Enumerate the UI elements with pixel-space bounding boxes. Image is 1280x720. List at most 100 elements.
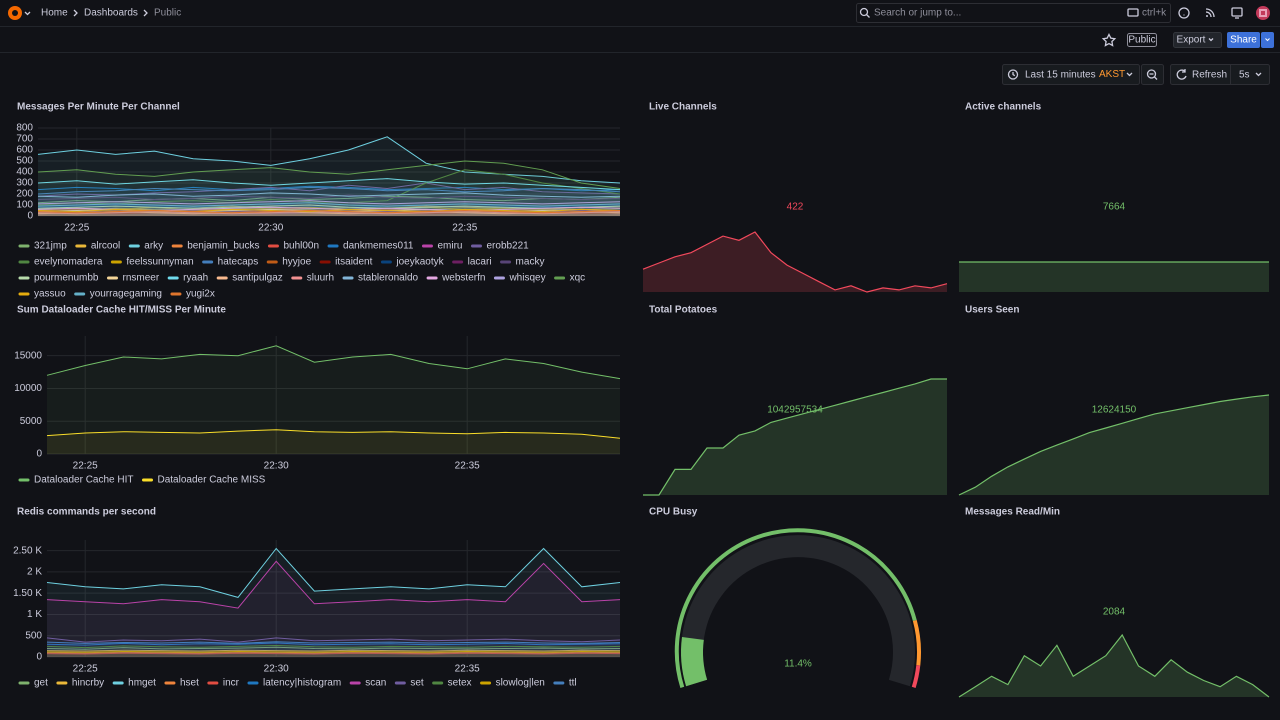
legend-item[interactable]: setex [432, 678, 472, 689]
panel-title: Redis commands per second [17, 507, 156, 518]
breadcrumb[interactable]: Home [41, 8, 68, 19]
legend-item[interactable]: scan [349, 678, 386, 689]
legend-item[interactable]: feelssunnyman [110, 257, 194, 268]
series-area [47, 651, 620, 657]
legend-item[interactable]: 321jmp [18, 241, 67, 252]
legend-item[interactable]: hincrby [56, 678, 104, 689]
legend-label: yugi2x [186, 289, 215, 300]
refresh-button[interactable] [1170, 64, 1270, 85]
legend-item[interactable]: yourragegaming [74, 289, 162, 300]
refresh-interval[interactable]: 5s [1239, 70, 1250, 81]
legend-item[interactable]: lacari [452, 257, 492, 268]
legend-item[interactable]: macky [500, 257, 545, 268]
legend-label: evelynomadera [34, 257, 103, 268]
series-line [46, 560, 621, 609]
series-area [47, 561, 620, 657]
y-tick-label: 2.50 K [13, 545, 42, 556]
legend-item[interactable]: arky [128, 241, 163, 252]
legend-item[interactable]: pourmenumbb [18, 273, 99, 284]
breadcrumb-current: Public [154, 8, 181, 19]
share-button[interactable] [1227, 32, 1274, 48]
legend-item[interactable]: ryaah [167, 273, 208, 284]
series-line [46, 641, 621, 644]
legend-label: whisqey [508, 273, 545, 284]
series-line [37, 202, 621, 207]
time-picker[interactable] [1002, 64, 1140, 85]
legend-item[interactable]: yugi2x [170, 289, 215, 300]
legend-item[interactable]: yassuo [18, 289, 66, 300]
series-line [46, 646, 621, 650]
series-line [37, 169, 621, 206]
legend-label: get [34, 678, 48, 689]
gauge-track [681, 535, 915, 687]
legend-item[interactable]: ttl [553, 678, 577, 689]
panel-title: Users Seen [965, 305, 1019, 316]
legend-item[interactable]: latency|histogram [247, 678, 341, 689]
series-area [47, 645, 620, 657]
legend-item[interactable]: rnsmeer [106, 273, 160, 284]
star-icon[interactable] [1101, 33, 1117, 47]
public-badge-label: Public [1128, 35, 1155, 46]
series-line [46, 345, 621, 380]
breadcrumb[interactable]: Dashboards [84, 8, 138, 19]
panel-title: Active channels [965, 102, 1042, 113]
sparkline-area [959, 635, 1269, 697]
panel-title: Total Potatoes [649, 305, 718, 316]
legend-label: pourmenumbb [34, 273, 99, 284]
series-area [47, 429, 620, 454]
legend-item[interactable]: alrcool [75, 241, 120, 252]
x-tick-label: 22:25 [73, 461, 98, 472]
sparkline [643, 378, 947, 496]
legend-item[interactable]: erobb221 [470, 241, 529, 252]
series-line [37, 195, 621, 204]
legend-item[interactable]: stableronaldo [342, 273, 419, 284]
legend-item[interactable]: hyyjoe [266, 257, 312, 268]
help-icon[interactable] [1178, 7, 1190, 19]
news-icon[interactable] [1205, 8, 1215, 18]
refresh-label[interactable]: Refresh [1192, 70, 1227, 81]
legend-item[interactable]: benjamin_bucks [171, 241, 259, 252]
legend-item[interactable]: Dataloader Cache MISS [142, 475, 266, 486]
kiosk-icon[interactable] [1231, 7, 1243, 19]
gauge-threshold [911, 665, 921, 688]
share-label[interactable]: Share [1230, 35, 1257, 46]
user-avatar[interactable] [1256, 6, 1270, 20]
legend-item[interactable]: incr [207, 678, 240, 689]
search-box[interactable]: Search or jump to... ctrl+k [856, 3, 1171, 23]
legend-item[interactable]: slowlog|len [480, 678, 545, 689]
legend-item[interactable]: hatecaps [202, 257, 259, 268]
y-tick-label: 10000 [14, 383, 42, 394]
legend-item[interactable]: Dataloader Cache HIT [18, 475, 134, 486]
legend-item[interactable]: itsaident [319, 257, 373, 268]
legend-item[interactable]: get [18, 678, 48, 689]
legend-item[interactable]: whisqey [493, 273, 546, 284]
series-area [38, 211, 620, 216]
grafana-logo[interactable] [8, 6, 31, 20]
legend-item[interactable]: dankmemes011 [327, 241, 414, 252]
time-range[interactable]: Last 15 minutes [1025, 70, 1096, 81]
panel-title: Live Channels [649, 102, 717, 113]
legend-item[interactable]: xqc [554, 273, 586, 284]
legend-item[interactable]: santipulgaz [216, 273, 283, 284]
panel-title: Messages Read/Min [965, 507, 1060, 518]
legend-item[interactable]: buhl00n [267, 241, 319, 252]
export-label[interactable]: Export [1177, 35, 1206, 46]
legend-item[interactable]: hmget [112, 678, 156, 689]
legend-item[interactable]: sluurh [291, 273, 334, 284]
series-area [38, 161, 620, 216]
legend-item[interactable]: websterfn [426, 273, 485, 284]
legend-item[interactable]: set [394, 678, 424, 689]
export-button[interactable] [1173, 32, 1222, 48]
y-tick-label: 100 [16, 200, 33, 211]
legend-label: incr [223, 678, 240, 689]
legend-item[interactable]: joeykaotyk [380, 257, 445, 268]
y-tick-label: 600 [16, 145, 33, 156]
legend-item[interactable]: evelynomadera [18, 257, 103, 268]
legend-item[interactable]: emiru [421, 241, 462, 252]
series-line [46, 650, 621, 653]
zoom-out-button[interactable] [1141, 64, 1164, 85]
legend-label: santipulgaz [232, 273, 283, 284]
legend-item[interactable]: hset [164, 678, 199, 689]
legend-label: 321jmp [34, 241, 67, 252]
series-line [37, 208, 621, 213]
